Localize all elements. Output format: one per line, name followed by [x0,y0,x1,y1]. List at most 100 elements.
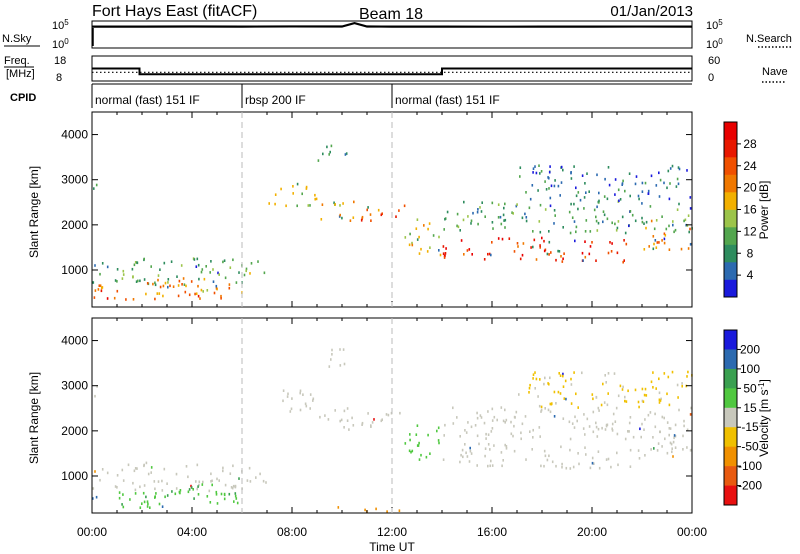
data-cell [560,445,562,449]
data-cell [370,424,372,427]
data-cell [497,203,500,206]
data-cell [286,395,289,398]
x-axis-label: Time UT [369,540,415,554]
data-cell [491,201,494,205]
data-cell [534,371,536,374]
data-cell [529,430,531,433]
x-tick-label: 00:00 [77,525,107,539]
data-cell [519,257,522,261]
data-cell [654,425,657,429]
data-cell [504,408,506,412]
data-cell [157,480,160,483]
data-cell [575,186,577,190]
data-cell [285,204,287,208]
data-cell [100,286,103,290]
data-cell [539,172,541,175]
data-cell [197,485,199,488]
data-cell [652,436,654,439]
data-cell [562,257,564,261]
data-cell [592,430,595,434]
data-cell [540,405,543,409]
data-cell [218,479,220,482]
data-cell [492,227,494,230]
data-cell [176,275,178,278]
data-cell [513,250,516,253]
data-cell [179,489,182,492]
nsky-tick-top: 105 [52,18,69,33]
data-cell [604,374,606,377]
data-cell [549,402,552,406]
data-cell [575,392,577,396]
data-cell [232,464,234,468]
data-cell [470,425,473,429]
data-cell [627,430,629,433]
data-cell [592,397,594,401]
data-cell [619,198,622,201]
data-cell [525,191,527,194]
colorbar-step [724,209,737,228]
data-cell [562,385,565,388]
data-cell [471,253,473,256]
data-cell [549,165,551,168]
data-cell [208,489,211,493]
data-cell [177,294,180,298]
data-cell [134,492,137,495]
data-cell [605,458,608,461]
data-cell [637,400,640,404]
data-cell [457,225,460,229]
data-cell [614,420,617,423]
colorbar-step [724,427,737,447]
data-cell [559,374,562,377]
data-cell [625,400,628,403]
data-cell [607,457,610,461]
data-cell [132,275,134,278]
data-cell [629,210,632,213]
data-cell [597,427,600,431]
data-cell [532,171,534,174]
data-cell [505,447,508,450]
data-cell [411,243,414,247]
data-cell [145,495,147,499]
data-cell [245,269,247,273]
data-cell [583,207,585,210]
data-cell [668,224,670,228]
data-cell [666,421,669,424]
data-cell [195,480,197,483]
data-cell [199,297,201,300]
data-cell [387,413,390,417]
data-cell [465,451,467,455]
data-cell [361,217,363,220]
data-cell [183,283,186,286]
data-cell [113,296,116,300]
data-cell [624,189,626,193]
figure-title: Fort Hays East (fitACF) [92,3,257,20]
data-cell [147,502,149,506]
data-cell [528,391,530,394]
colorbar-tick-label: 200 [740,342,760,356]
data-cell [669,167,672,170]
data-cell [282,399,284,403]
data-cell [545,188,548,191]
data-cell [196,487,198,491]
data-cell [327,418,330,421]
data-cell [502,213,505,217]
data-cell [532,377,534,380]
data-cell [476,210,479,214]
data-cell [381,212,383,215]
data-cell [544,180,546,183]
data-cell [559,194,561,197]
data-cell [548,176,550,180]
data-cell [459,435,461,438]
data-cell [437,439,440,442]
data-cell [643,248,646,251]
data-cell [537,189,539,192]
data-cell [683,424,685,428]
data-cell [216,502,219,505]
data-cell [575,225,578,229]
data-cell [418,235,420,239]
data-cell [385,413,388,416]
data-cell [190,484,192,488]
cpid-segment-label: rbsp 200 IF [245,93,306,107]
data-cell [669,182,671,185]
data-cell [409,232,411,236]
